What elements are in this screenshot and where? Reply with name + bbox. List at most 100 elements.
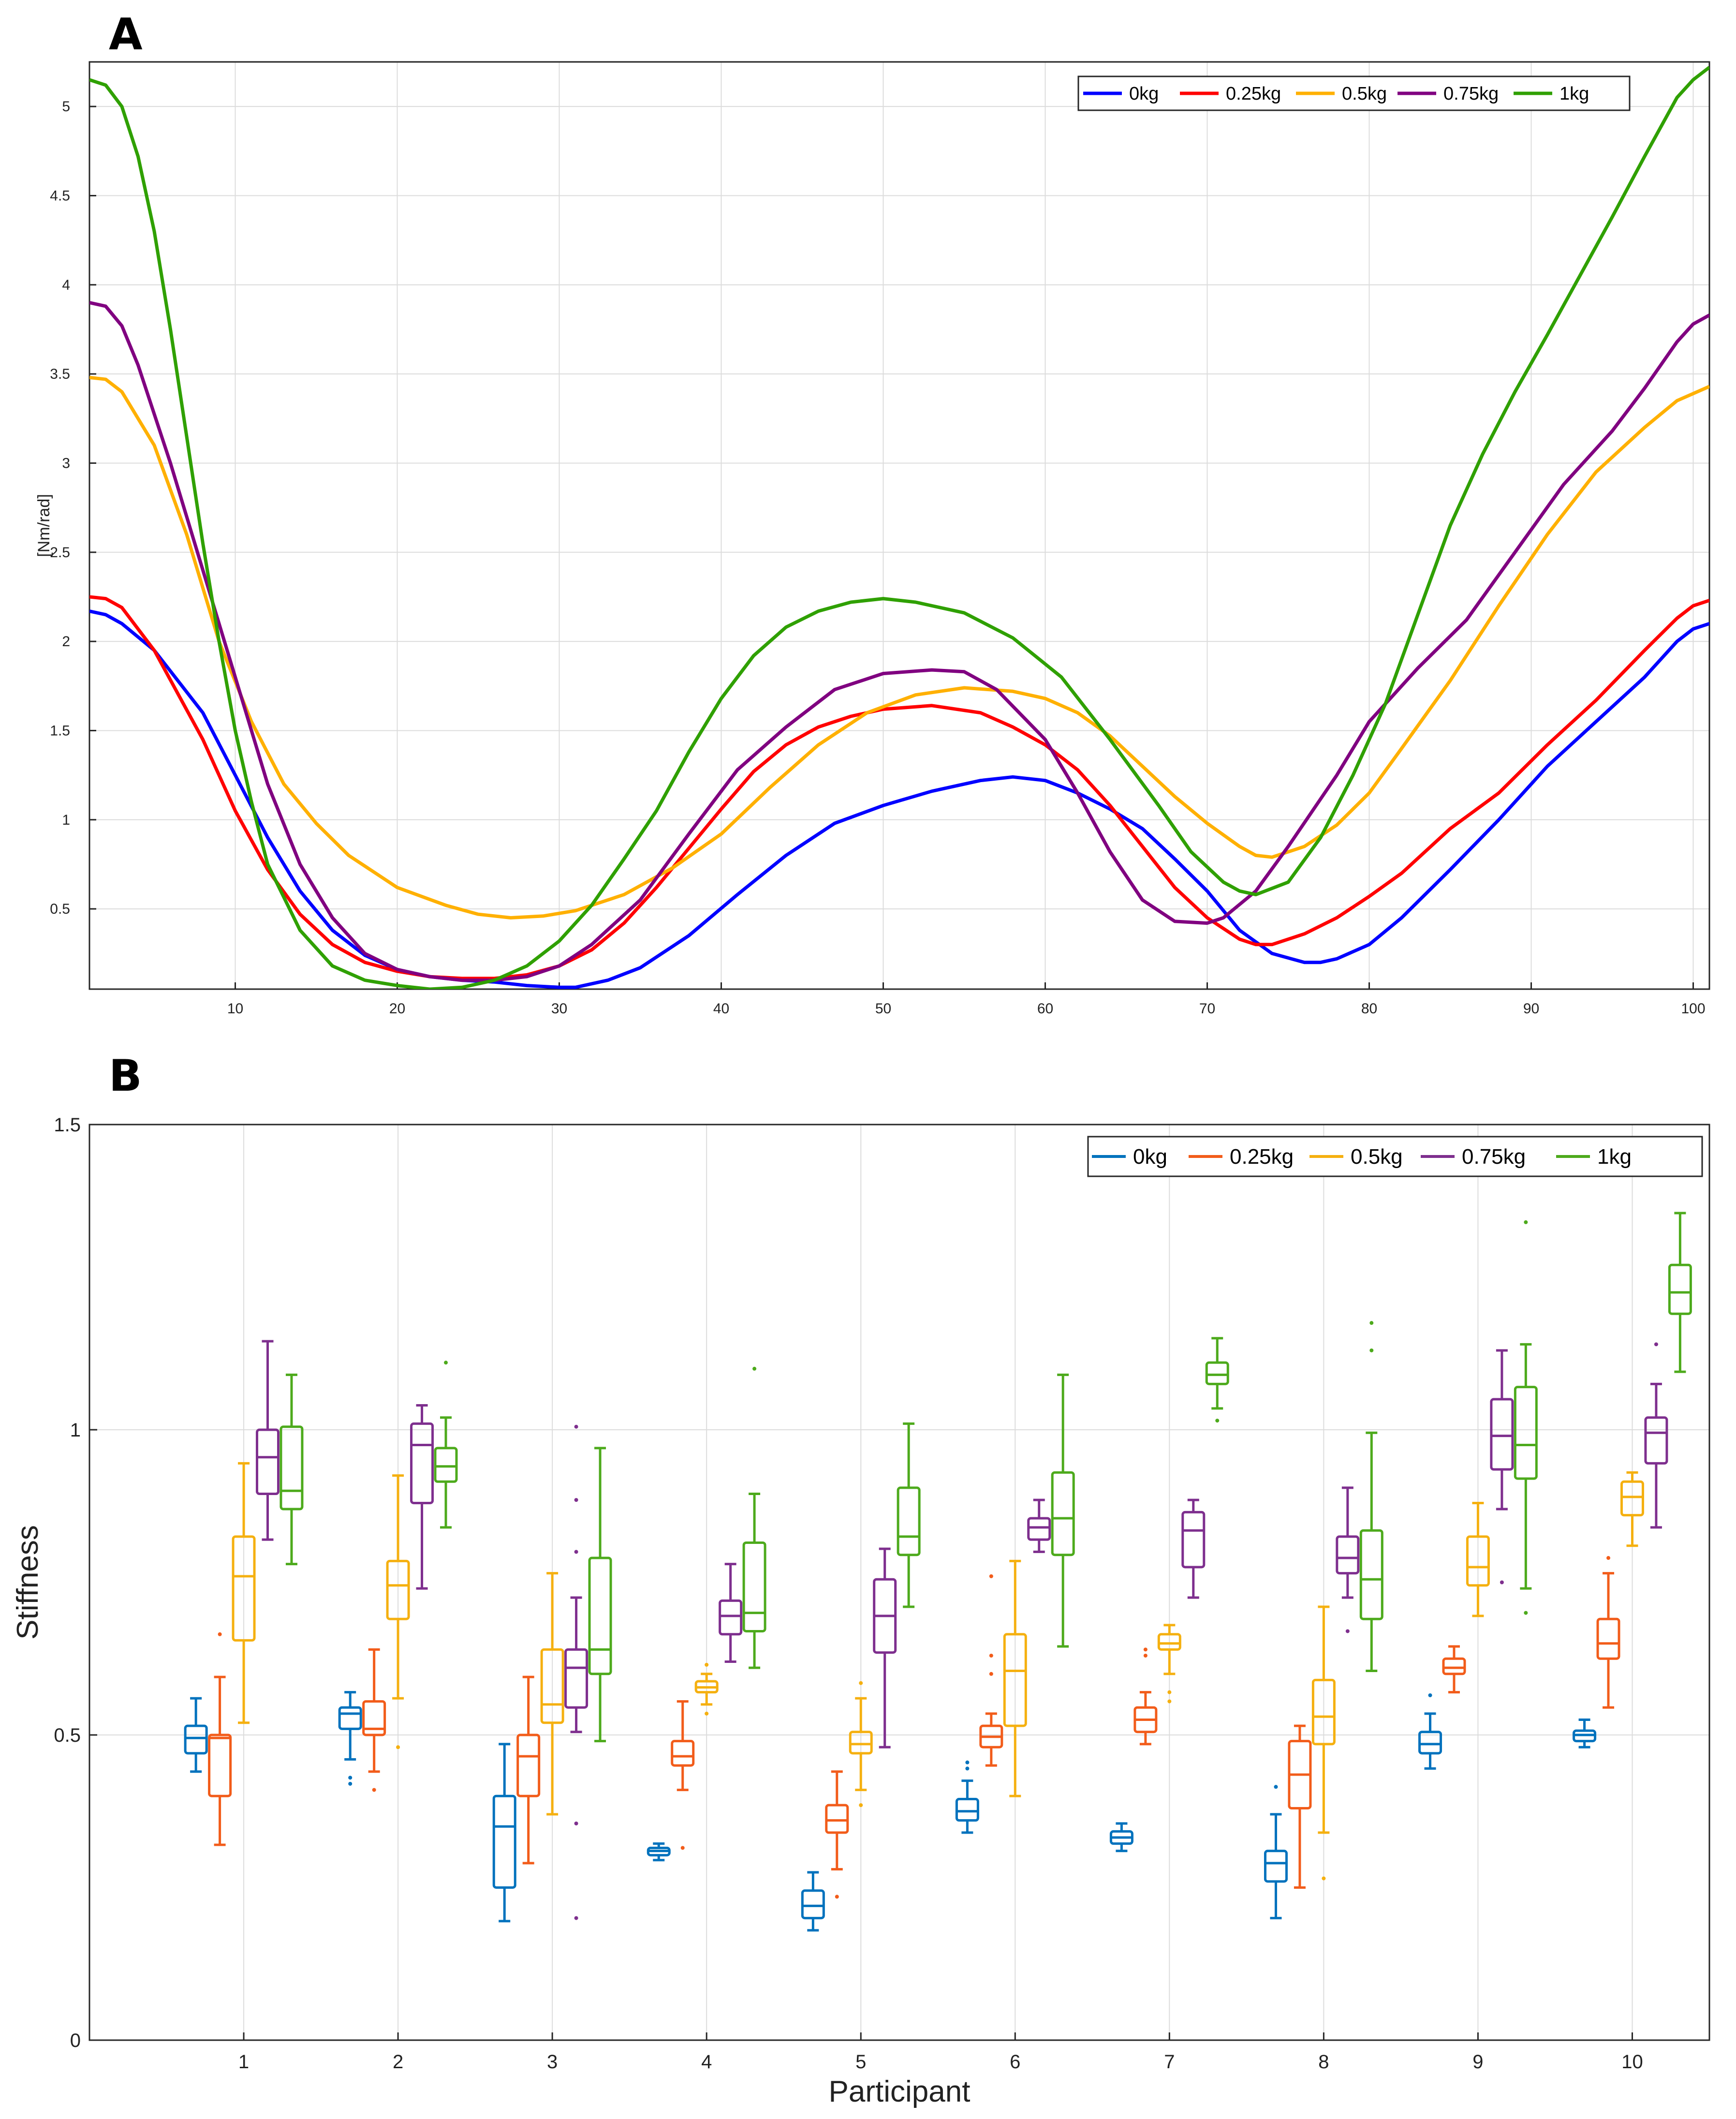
chart-b-box-body [849, 1731, 873, 1755]
chart-b-box-0.5kg-p9 [1466, 1501, 1490, 1617]
chart-b-box-body [1442, 1657, 1466, 1675]
chart-b-box-0.5kg-p6 [1003, 1559, 1027, 1797]
chart-b-outlier [574, 1498, 578, 1502]
chart-b-x-tick-label: 5 [855, 2051, 866, 2073]
chart-b-box-body [1668, 1263, 1692, 1315]
chart-b-legend-label: 0.75kg [1462, 1145, 1526, 1169]
chart-b-box-0.75kg-p3 [564, 1424, 588, 1920]
chart-b-box-body [801, 1889, 825, 1920]
chart-b-outlier [218, 1632, 222, 1636]
chart-b-box-1kg-p2 [434, 1361, 458, 1529]
chart-b-box-body [540, 1648, 564, 1724]
chart-b-x-tick-label: 3 [547, 2051, 558, 2073]
chart-b-box-0.25kg-p5 [825, 1770, 849, 1899]
chart-a-x-tick-label: 30 [551, 1001, 567, 1017]
chart-b-legend-label: 0kg [1133, 1145, 1167, 1169]
chart-b-box-body [1466, 1535, 1490, 1587]
chart-b-outlier [989, 1672, 993, 1676]
chart-b-box-0kg-p9 [1418, 1693, 1442, 1770]
chart-b-outlier [1524, 1220, 1528, 1224]
chart-b-x-tick-label: 7 [1164, 2051, 1175, 2073]
chart-b-box-body [1157, 1633, 1181, 1651]
chart-b-outlier [1428, 1693, 1432, 1697]
chart-a-y-tick-label: 2.5 [50, 545, 70, 561]
chart-a-y-tick-label: 1.5 [50, 723, 70, 739]
chart-b-box-0kg-p5 [801, 1871, 825, 1932]
chart-a-x-tick-label: 10 [227, 1001, 243, 1017]
chart-b-box-body [386, 1559, 410, 1620]
chart-b-outlier [1654, 1342, 1658, 1347]
chart-b-box-0kg-p4 [647, 1842, 671, 1862]
chart-b-box-0.5kg-p1 [232, 1462, 256, 1724]
chart-b-y-tick-label: 0 [70, 2030, 81, 2051]
chart-b-box-1kg-p4 [742, 1366, 766, 1669]
chart-b-box-0.75kg-p10 [1644, 1342, 1668, 1529]
chart-b-outlier [1606, 1556, 1611, 1560]
chart-a-x-tick-label: 70 [1199, 1001, 1215, 1017]
chart-b-box-0kg-p3 [492, 1743, 516, 1923]
chart-b-box-0.5kg-p3 [540, 1572, 564, 1816]
chart-b-x-tick-label: 1 [238, 2051, 249, 2073]
chart-b-outlier [1369, 1321, 1374, 1325]
chart-b-x-tick-label: 8 [1318, 2051, 1329, 2073]
chart-b-box-0.25kg-p8 [1288, 1724, 1312, 1889]
chart-b-outlier [705, 1711, 709, 1716]
chart-b-outlier [1143, 1653, 1148, 1658]
chart-b-box-body [955, 1798, 979, 1822]
chart-b-x-tick-label: 6 [1010, 2051, 1020, 2073]
chart-b-stiffness-boxplots: 1 2 3 4 5 6 7 8 9 10 0 0.5 1 1.5 Participant Stiffness 0… [11, 1114, 1710, 2108]
chart-b-box-body [434, 1447, 458, 1483]
chart-b-box-body [1205, 1361, 1229, 1385]
chart-b-box-1kg-p3 [588, 1447, 612, 1743]
chart-b-outlier [1274, 1785, 1278, 1789]
chart-b-box-body [588, 1556, 612, 1675]
chart-b-box-1kg-p9 [1514, 1220, 1538, 1615]
chart-b-box-0.25kg-p3 [516, 1675, 541, 1865]
chart-a-x-tick-label: 40 [713, 1001, 729, 1017]
chart-a-legend-label: 0.5kg [1342, 84, 1387, 104]
chart-b-box-0.75kg-p1 [256, 1340, 280, 1541]
chart-b-box-0.25kg-p6 [979, 1574, 1003, 1767]
chart-b-box-0.25kg-p4 [671, 1700, 695, 1850]
chart-a-x-tick-label: 60 [1037, 1001, 1053, 1017]
chart-a-y-tick-label: 3 [62, 455, 70, 471]
chart-b-outlier [574, 1821, 578, 1825]
chart-b-box-0.5kg-p2 [386, 1474, 410, 1749]
chart-b-outlier [859, 1681, 863, 1685]
chart-b-box-body [1311, 1678, 1336, 1746]
chart-b-box-body [208, 1734, 232, 1797]
chart-a-legend-label: 0kg [1129, 84, 1159, 104]
chart-b-box-body [742, 1541, 766, 1632]
chart-b-box-0.75kg-p9 [1490, 1349, 1514, 1585]
panel-label-b: B [109, 1051, 142, 1101]
chart-b-x-axis-label: Participant [829, 2075, 971, 2108]
chart-b-box-body [1418, 1731, 1442, 1755]
chart-b-box-body [338, 1706, 362, 1730]
chart-b-box-0kg-p6 [955, 1760, 979, 1834]
chart-b-box-body [671, 1740, 695, 1767]
chart-b-outlier [680, 1846, 685, 1850]
chart-b-box-body [1264, 1850, 1288, 1883]
chart-b-box-body [516, 1734, 541, 1797]
chart-b-outlier [1322, 1876, 1326, 1881]
chart-b-outlier [574, 1550, 578, 1554]
chart-b-outlier [1215, 1419, 1220, 1423]
chart-b-outlier [574, 1916, 578, 1920]
chart-b-box-1kg-p5 [897, 1422, 921, 1608]
chart-b-x-tick-label: 10 [1621, 2051, 1643, 2073]
chart-b-outlier [705, 1662, 709, 1667]
panel-label-a: A [109, 9, 143, 60]
chart-a-y-tick-label: 3.5 [50, 366, 70, 382]
chart-b-box-1kg-p10 [1668, 1212, 1692, 1373]
chart-b-box-0kg-p8 [1264, 1785, 1288, 1920]
chart-b-box-body [1596, 1617, 1620, 1660]
chart-a-y-tick-label: 4.5 [50, 188, 70, 204]
chart-b-box-body [1027, 1517, 1051, 1541]
chart-b-box-body [1336, 1535, 1360, 1575]
chart-b-outlier [989, 1653, 993, 1658]
chart-b-box-body [362, 1700, 386, 1736]
chart-b-box-0.25kg-p7 [1133, 1647, 1158, 1746]
chart-a-axes-box [88, 61, 1710, 990]
chart-b-x-tick-label: 2 [393, 2051, 403, 2073]
